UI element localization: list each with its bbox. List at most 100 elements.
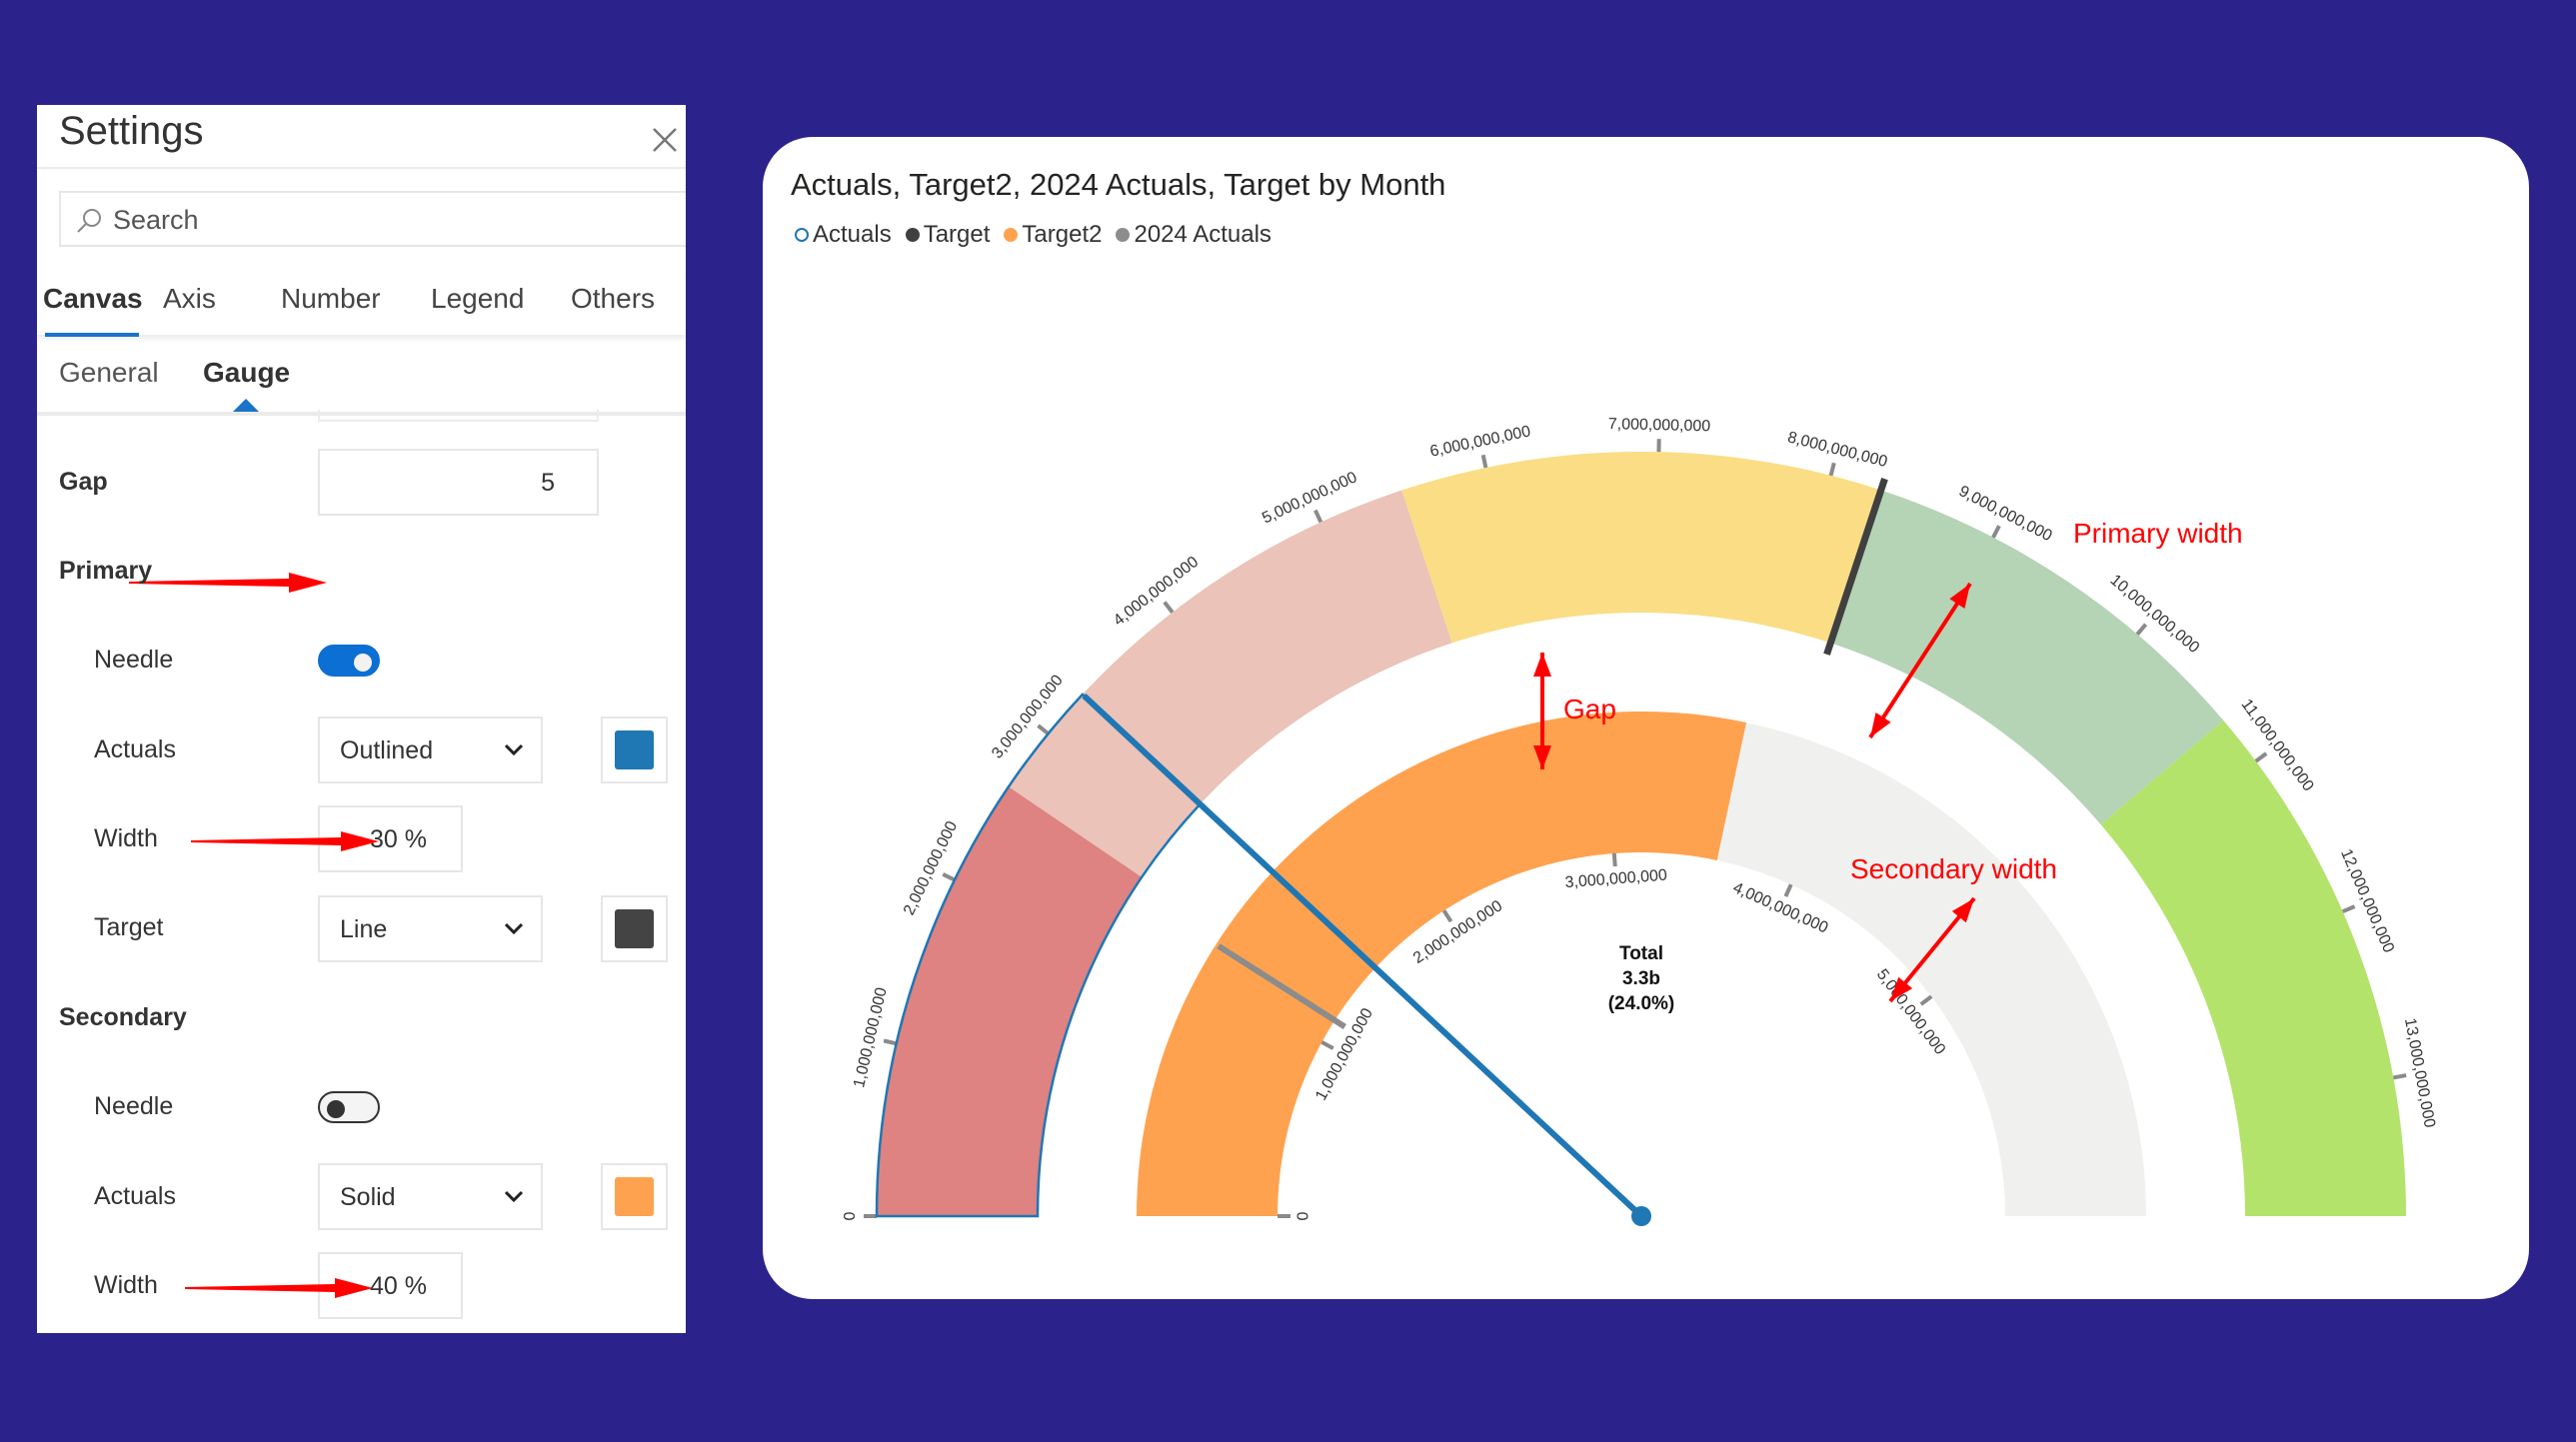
legend-marker-icon xyxy=(1004,228,1019,242)
primary-tick-mark xyxy=(1828,462,1836,477)
chevron-down-icon xyxy=(504,922,524,935)
color-swatch xyxy=(615,730,654,769)
tab-axis[interactable]: Axis xyxy=(163,283,216,314)
primary-band-0 xyxy=(877,786,1143,1216)
primary-tick-mark xyxy=(1313,509,1323,524)
active-tab-indicator xyxy=(45,333,139,337)
primary-actuals-value: Outlined xyxy=(340,736,434,764)
scrolled-input-box xyxy=(318,410,599,422)
primary-target-value: Line xyxy=(340,915,388,943)
gap-value: 5 xyxy=(541,469,555,497)
secondary-2024-actuals-marker xyxy=(1217,943,1346,1030)
chevron-down-icon xyxy=(504,743,524,756)
header-divider xyxy=(37,167,686,169)
chart-legend: Actuals Target Target2 2024 Actuals xyxy=(795,221,1272,249)
legend-item-actuals[interactable]: Actuals xyxy=(795,221,892,249)
secondary-actuals-dropdown[interactable]: Solid xyxy=(318,1163,543,1230)
center-label: Total 3.3b (24.0%) xyxy=(1608,943,1675,1014)
gap-arrow-icon xyxy=(1533,653,1551,769)
primary-width-label: Width xyxy=(94,824,158,852)
primary-tick-mark xyxy=(1163,601,1175,614)
main-tabs: Canvas Axis Number Legend Others xyxy=(37,275,686,337)
center-label-percent: (24.0%) xyxy=(1608,993,1675,1014)
secondary-actuals-color-picker[interactable] xyxy=(601,1163,668,1230)
primary-actuals-dropdown[interactable]: Outlined xyxy=(318,717,543,783)
annotation-arrow-icon xyxy=(191,831,379,851)
secondary-tick-mark xyxy=(1611,852,1617,867)
annotation-primary-width: Primary width xyxy=(2073,518,2243,549)
secondary-width-label: Width xyxy=(94,1271,158,1299)
secondary-actuals-label: Actuals xyxy=(94,1182,176,1210)
secondary-tick-label: 3,000,000,000 xyxy=(1564,867,1667,892)
search-icon xyxy=(77,209,101,233)
secondary-width-arrow-icon xyxy=(1888,896,1976,1003)
primary-band-1 xyxy=(1009,490,1452,877)
primary-tick-mark xyxy=(2341,904,2356,914)
primary-needle-label: Needle xyxy=(94,646,174,674)
primary-section-label: Primary xyxy=(59,557,153,585)
tab-others[interactable]: Others xyxy=(571,283,656,314)
annotation-arrow-icon xyxy=(129,573,327,593)
primary-width-input[interactable]: 30 % xyxy=(318,805,463,872)
subtab-gauge[interactable]: Gauge xyxy=(203,357,291,388)
primary-tick-mark xyxy=(942,872,956,882)
gap-label: Gap xyxy=(59,468,108,496)
secondary-actuals-value: Solid xyxy=(340,1183,396,1211)
primary-actuals-outline xyxy=(875,693,1203,1218)
primary-target-dropdown[interactable]: Line xyxy=(318,895,543,962)
secondary-tick-label: 0 xyxy=(1294,1211,1311,1220)
legend-item-2024-actuals[interactable]: 2024 Actuals xyxy=(1116,221,1272,249)
legend-item-target[interactable]: Target xyxy=(905,221,991,249)
toggle-knob xyxy=(327,1100,345,1118)
tab-legend[interactable]: Legend xyxy=(431,283,525,314)
secondary-needle-toggle[interactable] xyxy=(318,1091,380,1123)
settings-panel: Settings Canvas Axis Number Legend Other… xyxy=(37,105,686,1333)
color-swatch xyxy=(615,1177,654,1216)
primary-tick-label: 8,000,000,000 xyxy=(1785,429,1888,471)
primary-needle xyxy=(1082,694,1644,1219)
primary-width-arrow-icon xyxy=(1868,582,1972,739)
primary-tick-mark xyxy=(2135,623,2148,637)
close-icon xyxy=(653,128,677,152)
subtab-divider xyxy=(37,412,686,416)
primary-actuals-color-picker[interactable] xyxy=(601,717,668,783)
search-input[interactable] xyxy=(111,199,675,241)
secondary-needle-label: Needle xyxy=(94,1092,174,1120)
primary-target-label: Target xyxy=(94,913,164,941)
primary-target-color-picker[interactable] xyxy=(601,895,668,962)
annotations: Gap Primary width Secondary width xyxy=(1533,518,2243,1003)
legend-marker-icon xyxy=(795,228,809,242)
primary-band-2 xyxy=(1401,452,1881,644)
primary-tick-mark xyxy=(1991,525,2001,539)
needle-pivot xyxy=(1631,1206,1651,1226)
gauge-chart-card: Actuals, Target2, 2024 Actuals, Target b… xyxy=(763,137,2529,1299)
primary-tick-label: 7,000,000,000 xyxy=(1608,416,1711,435)
primary-band-3 xyxy=(1830,490,2224,825)
close-button[interactable] xyxy=(644,119,684,159)
legend-marker-icon xyxy=(905,228,920,242)
chart-title: Actuals, Target2, 2024 Actuals, Target b… xyxy=(791,167,1446,202)
toggle-knob xyxy=(354,654,372,672)
legend-label: Target2 xyxy=(1022,221,1103,248)
primary-needle-toggle[interactable] xyxy=(318,645,380,677)
center-label-title: Total xyxy=(1619,943,1663,964)
secondary-target2-fill xyxy=(1137,711,1746,1216)
annotation-secondary-width: Secondary width xyxy=(1850,853,2057,884)
legend-item-target2[interactable]: Target2 xyxy=(1004,221,1102,249)
primary-tick-label: 6,000,000,000 xyxy=(1428,423,1532,460)
primary-band-4 xyxy=(2100,720,2406,1216)
primary-tick-mark xyxy=(883,1038,898,1046)
search-box[interactable] xyxy=(59,191,686,247)
primary-tick-label: 13,000,000,000 xyxy=(2401,1016,2438,1129)
gap-input[interactable]: 5 xyxy=(318,449,599,516)
tab-number[interactable]: Number xyxy=(281,283,381,314)
gauge-chart: 01,000,000,0002,000,000,0003,000,000,000… xyxy=(842,416,2438,1226)
secondary-tick-mark xyxy=(1783,883,1793,897)
primary-tick-mark xyxy=(2254,751,2268,763)
tab-canvas[interactable]: Canvas xyxy=(43,283,143,314)
legend-label: Target xyxy=(923,221,991,248)
settings-title: Settings xyxy=(59,109,204,153)
subtab-general[interactable]: General xyxy=(59,357,159,388)
primary-tick-mark xyxy=(2392,1073,2407,1080)
legend-marker-icon xyxy=(1116,228,1131,242)
